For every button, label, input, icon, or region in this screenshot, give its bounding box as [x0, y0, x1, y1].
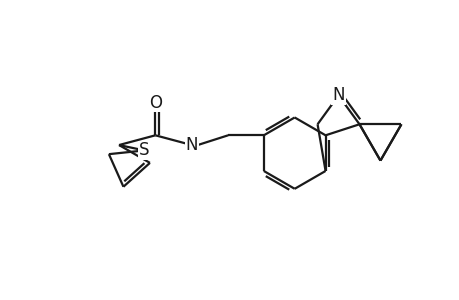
Text: N: N [185, 136, 197, 154]
Text: O: O [149, 94, 162, 112]
Text: N: N [331, 86, 344, 104]
Text: S: S [139, 141, 149, 159]
